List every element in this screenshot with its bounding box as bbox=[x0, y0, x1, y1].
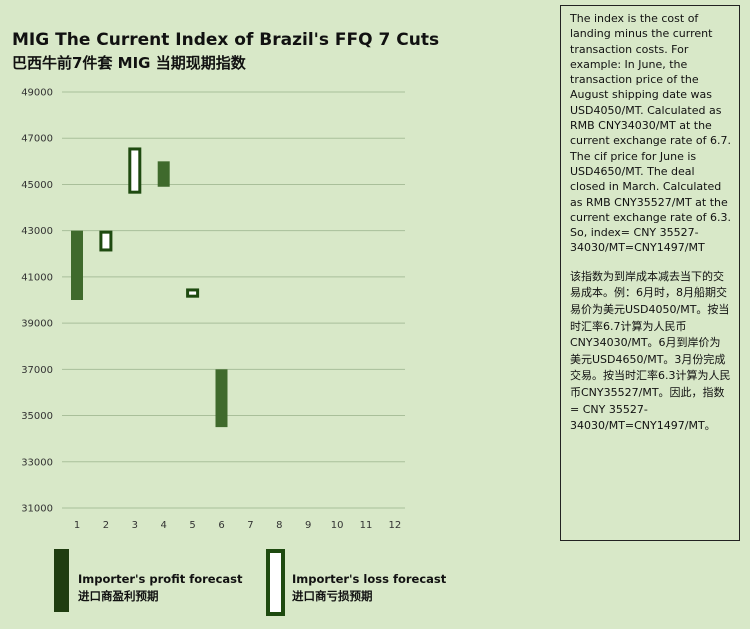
y-tick-label: 31000 bbox=[21, 504, 53, 515]
legend-loss-zh: 进口商亏损预期 bbox=[292, 589, 373, 603]
x-tick-label: 9 bbox=[305, 520, 311, 531]
notes-panel: The index is the cost of landing minus t… bbox=[560, 5, 740, 541]
x-tick-label: 8 bbox=[276, 520, 282, 531]
x-tick-label: 5 bbox=[189, 520, 195, 531]
loss-bar bbox=[186, 288, 200, 298]
x-tick-label: 12 bbox=[389, 520, 402, 531]
y-tick-label: 43000 bbox=[21, 226, 53, 237]
legend-loss-en: Importer's loss forecast bbox=[292, 572, 447, 586]
bars bbox=[71, 147, 228, 428]
notes-chinese: 该指数为到岸成本减去当下的交易成本。例：6月时，8月船期交易价为美元USD405… bbox=[570, 269, 731, 433]
y-tick-label: 37000 bbox=[21, 365, 53, 376]
legend-loss-label: Importer's loss forecast 进口商亏损预期 bbox=[292, 571, 446, 605]
x-tick-label: 1 bbox=[74, 520, 80, 531]
loss-bar bbox=[99, 230, 113, 252]
x-tick-label: 2 bbox=[103, 520, 109, 531]
y-tick-label: 45000 bbox=[21, 180, 53, 191]
legend-profit-zh: 进口商盈利预期 bbox=[78, 589, 159, 603]
x-tick-label: 3 bbox=[132, 520, 138, 531]
y-tick-label: 33000 bbox=[21, 457, 53, 468]
y-tick-label: 39000 bbox=[21, 319, 53, 330]
gridlines bbox=[62, 91, 405, 509]
y-tick-label: 35000 bbox=[21, 411, 53, 422]
chart-title: MIG The Current Index of Brazil's FFQ 7 … bbox=[12, 30, 440, 50]
chart-title-chinese: 巴西牛前7件套 MIG 当期现期指数 bbox=[12, 54, 246, 72]
x-tick-label: 4 bbox=[161, 520, 167, 531]
legend-profit-swatch bbox=[54, 549, 69, 612]
x-axis-ticks: 1 2 3 4 5 6 7 8 9 10 11 12 bbox=[74, 520, 401, 531]
y-tick-label: 49000 bbox=[21, 88, 53, 99]
x-tick-label: 11 bbox=[360, 520, 373, 531]
legend-profit-label: Importer's profit forecast 进口商盈利预期 bbox=[78, 571, 243, 605]
notes-english: The index is the cost of landing minus t… bbox=[570, 12, 731, 255]
y-axis-ticks: 31000 33000 35000 37000 39000 41000 43000 45000… bbox=[21, 88, 53, 515]
legend-profit-en: Importer's profit forecast bbox=[78, 572, 243, 586]
profit-bar bbox=[215, 369, 228, 428]
x-tick-label: 6 bbox=[218, 520, 224, 531]
profit-bar bbox=[157, 161, 170, 187]
plot: 31000 33000 35000 37000 39000 41000 43000 45000… bbox=[21, 88, 405, 531]
profit-bar bbox=[71, 230, 83, 300]
y-tick-label: 47000 bbox=[21, 134, 53, 145]
x-tick-label: 10 bbox=[331, 520, 344, 531]
x-tick-label: 7 bbox=[247, 520, 253, 531]
legend-loss-swatch bbox=[266, 549, 285, 616]
loss-bar bbox=[128, 147, 142, 194]
chart-area: MIG The Current Index of Brazil's FFQ 7 … bbox=[12, 30, 446, 616]
y-tick-label: 41000 bbox=[21, 272, 53, 283]
